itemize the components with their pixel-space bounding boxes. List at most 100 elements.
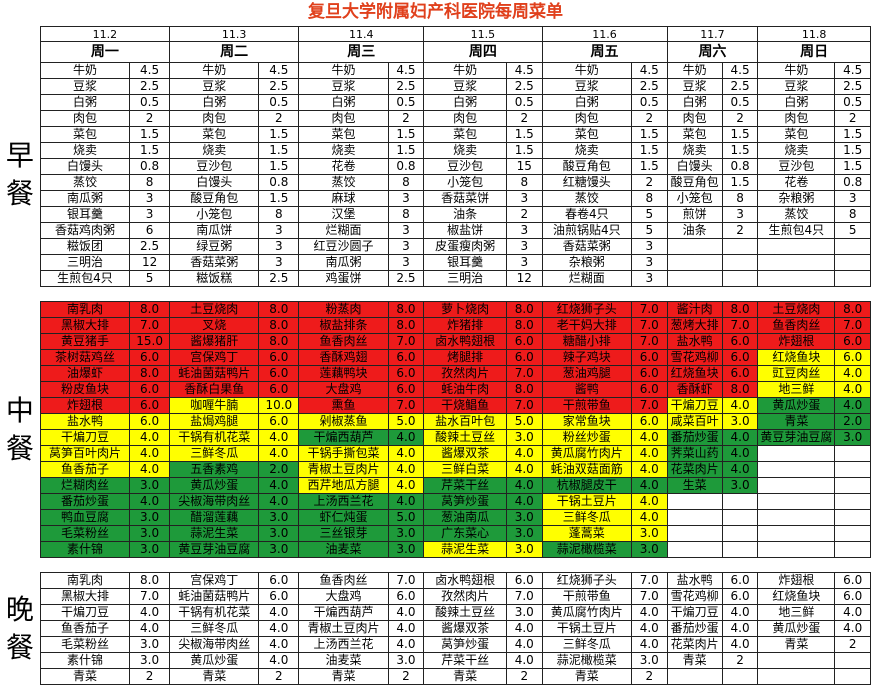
dish-name: 炸翅根 [757, 333, 836, 350]
dish-name: 毛菜粉丝 [39, 525, 131, 542]
dish-price: 1.5 [129, 126, 170, 143]
dish-name: 生煎包4只 [757, 222, 836, 239]
dish-price: 4.0 [505, 652, 543, 669]
dish-name: 酱爆双茶 [423, 445, 507, 462]
dish-price: 4.0 [834, 397, 871, 414]
dish-name: 烂糊面 [541, 270, 632, 287]
dish-name: 宫保鸡丁 [168, 349, 260, 366]
dish-price: 4.0 [721, 445, 759, 462]
day-date: 11.7 [666, 26, 759, 42]
dish-price [721, 509, 759, 526]
dish-name: 花菜肉片 [666, 461, 723, 478]
dish-price: 0.5 [721, 94, 759, 111]
dish-price: 0.5 [129, 94, 170, 111]
dish-name: 盐焗鸡腿 [168, 413, 260, 430]
dish-name: 地三鲜 [757, 381, 836, 398]
dish-price: 3.0 [505, 429, 543, 446]
dish-name: 鸭血豆腐 [39, 509, 131, 526]
dish-price: 3.0 [129, 652, 170, 669]
dish-price: 3.0 [630, 652, 668, 669]
dish-name: 鸡蛋饼 [298, 270, 389, 287]
dish-name: 酸豆角包 [168, 190, 260, 207]
dish-price: 6.0 [834, 572, 871, 589]
dish-name: 辣子鸡块 [541, 349, 632, 366]
dish-price: 6.0 [387, 365, 425, 382]
dish-name: 牛奶 [298, 62, 389, 79]
dish-name: 白粥 [757, 94, 836, 111]
dish-price: 2.5 [834, 78, 871, 95]
dish-name: 番茄炒蛋 [666, 429, 723, 446]
dish-price: 4.0 [721, 461, 759, 478]
meal-label-breakfast: 早餐 [5, 138, 34, 210]
dish-name: 肉包 [39, 110, 131, 127]
dish-name [666, 254, 723, 271]
dish-name: 白馒头 [39, 158, 131, 175]
dish-name: 豆浆 [666, 78, 723, 95]
dish-name: 小笼包 [168, 206, 260, 223]
dish-name: 黄瓜炒蛋 [757, 397, 836, 414]
dish-price: 3 [630, 254, 668, 271]
dish-name: 烂糊肉丝 [39, 477, 131, 494]
dish-price: 8.0 [721, 301, 759, 318]
dish-price: 6.0 [129, 397, 170, 414]
dish-price: 6.0 [258, 349, 300, 366]
dish-price: 6.0 [258, 381, 300, 398]
dish-price: 0.8 [721, 158, 759, 175]
dish-name: 干煸刀豆 [666, 604, 723, 621]
dish-price: 2 [630, 110, 668, 127]
dish-name: 菜包 [39, 126, 131, 143]
dish-name: 南乳肉 [39, 572, 131, 589]
dish-name: 香酥白果鱼 [168, 381, 260, 398]
meal-label-dinner: 晚餐 [5, 592, 34, 664]
dish-price: 2 [505, 206, 543, 223]
dish-price: 4.0 [129, 461, 170, 478]
dish-name: 干煸刀豆 [666, 397, 723, 414]
dish-price: 1.5 [387, 142, 425, 159]
dish-price: 0.8 [129, 158, 170, 175]
dish-name: 豆浆 [168, 78, 260, 95]
dish-price: 7.0 [387, 572, 425, 589]
dish-price [834, 461, 871, 478]
dish-price: 6.0 [129, 381, 170, 398]
dish-name: 蓬蒿菜 [541, 525, 632, 542]
dish-price: 8.0 [387, 317, 425, 334]
dish-name: 肉包 [757, 110, 836, 127]
dish-name: 土豆烧肉 [168, 301, 260, 318]
dish-price: 2.5 [630, 78, 668, 95]
dish-price: 8.0 [505, 317, 543, 334]
dish-price: 4.0 [258, 604, 300, 621]
dish-price: 4.0 [834, 365, 871, 382]
dish-price [721, 254, 759, 271]
dish-price [721, 668, 759, 685]
dish-name: 蚝油牛肉 [423, 381, 507, 398]
dish-name: 烧卖 [666, 142, 723, 159]
dish-price: 5 [630, 206, 668, 223]
dish-name: 粉蒸肉 [298, 301, 389, 318]
dish-price: 3.0 [505, 541, 543, 558]
dish-price: 3.0 [834, 429, 871, 446]
dish-price: 4.0 [630, 477, 668, 494]
dish-name: 土豆烧肉 [757, 301, 836, 318]
dish-name: 烧卖 [757, 142, 836, 159]
dish-price: 6.0 [721, 349, 759, 366]
dish-price: 6.0 [505, 333, 543, 350]
menu-table: 11.2 11.3 11.4 11.5 11.6 11.7 11.8 周一 周二 周三 周四 周五 周六… [0, 26, 871, 685]
dish-name: 皮蛋瘦肉粥 [423, 238, 507, 255]
dish-price: 3 [129, 206, 170, 223]
day-name: 周一 [39, 41, 171, 63]
dish-name: 黑椒大排 [39, 588, 131, 605]
dish-price: 4.0 [721, 429, 759, 446]
dish-price: 7.0 [505, 365, 543, 382]
dish-name: 孜然肉片 [423, 365, 507, 382]
day-name: 周五 [541, 41, 668, 63]
dish-price: 7.0 [834, 317, 871, 334]
dish-price: 3.0 [630, 541, 668, 558]
dish-price: 1.5 [258, 158, 300, 175]
dish-name: 红烧鱼块 [666, 365, 723, 382]
dish-name: 卤水鸭翅根 [423, 333, 507, 350]
dish-price: 15 [505, 158, 543, 175]
dish-price: 8.0 [129, 301, 170, 318]
dish-price: 4.0 [387, 477, 425, 494]
dish-price: 6.0 [721, 365, 759, 382]
dish-name: 番茄炒蛋 [39, 493, 131, 510]
